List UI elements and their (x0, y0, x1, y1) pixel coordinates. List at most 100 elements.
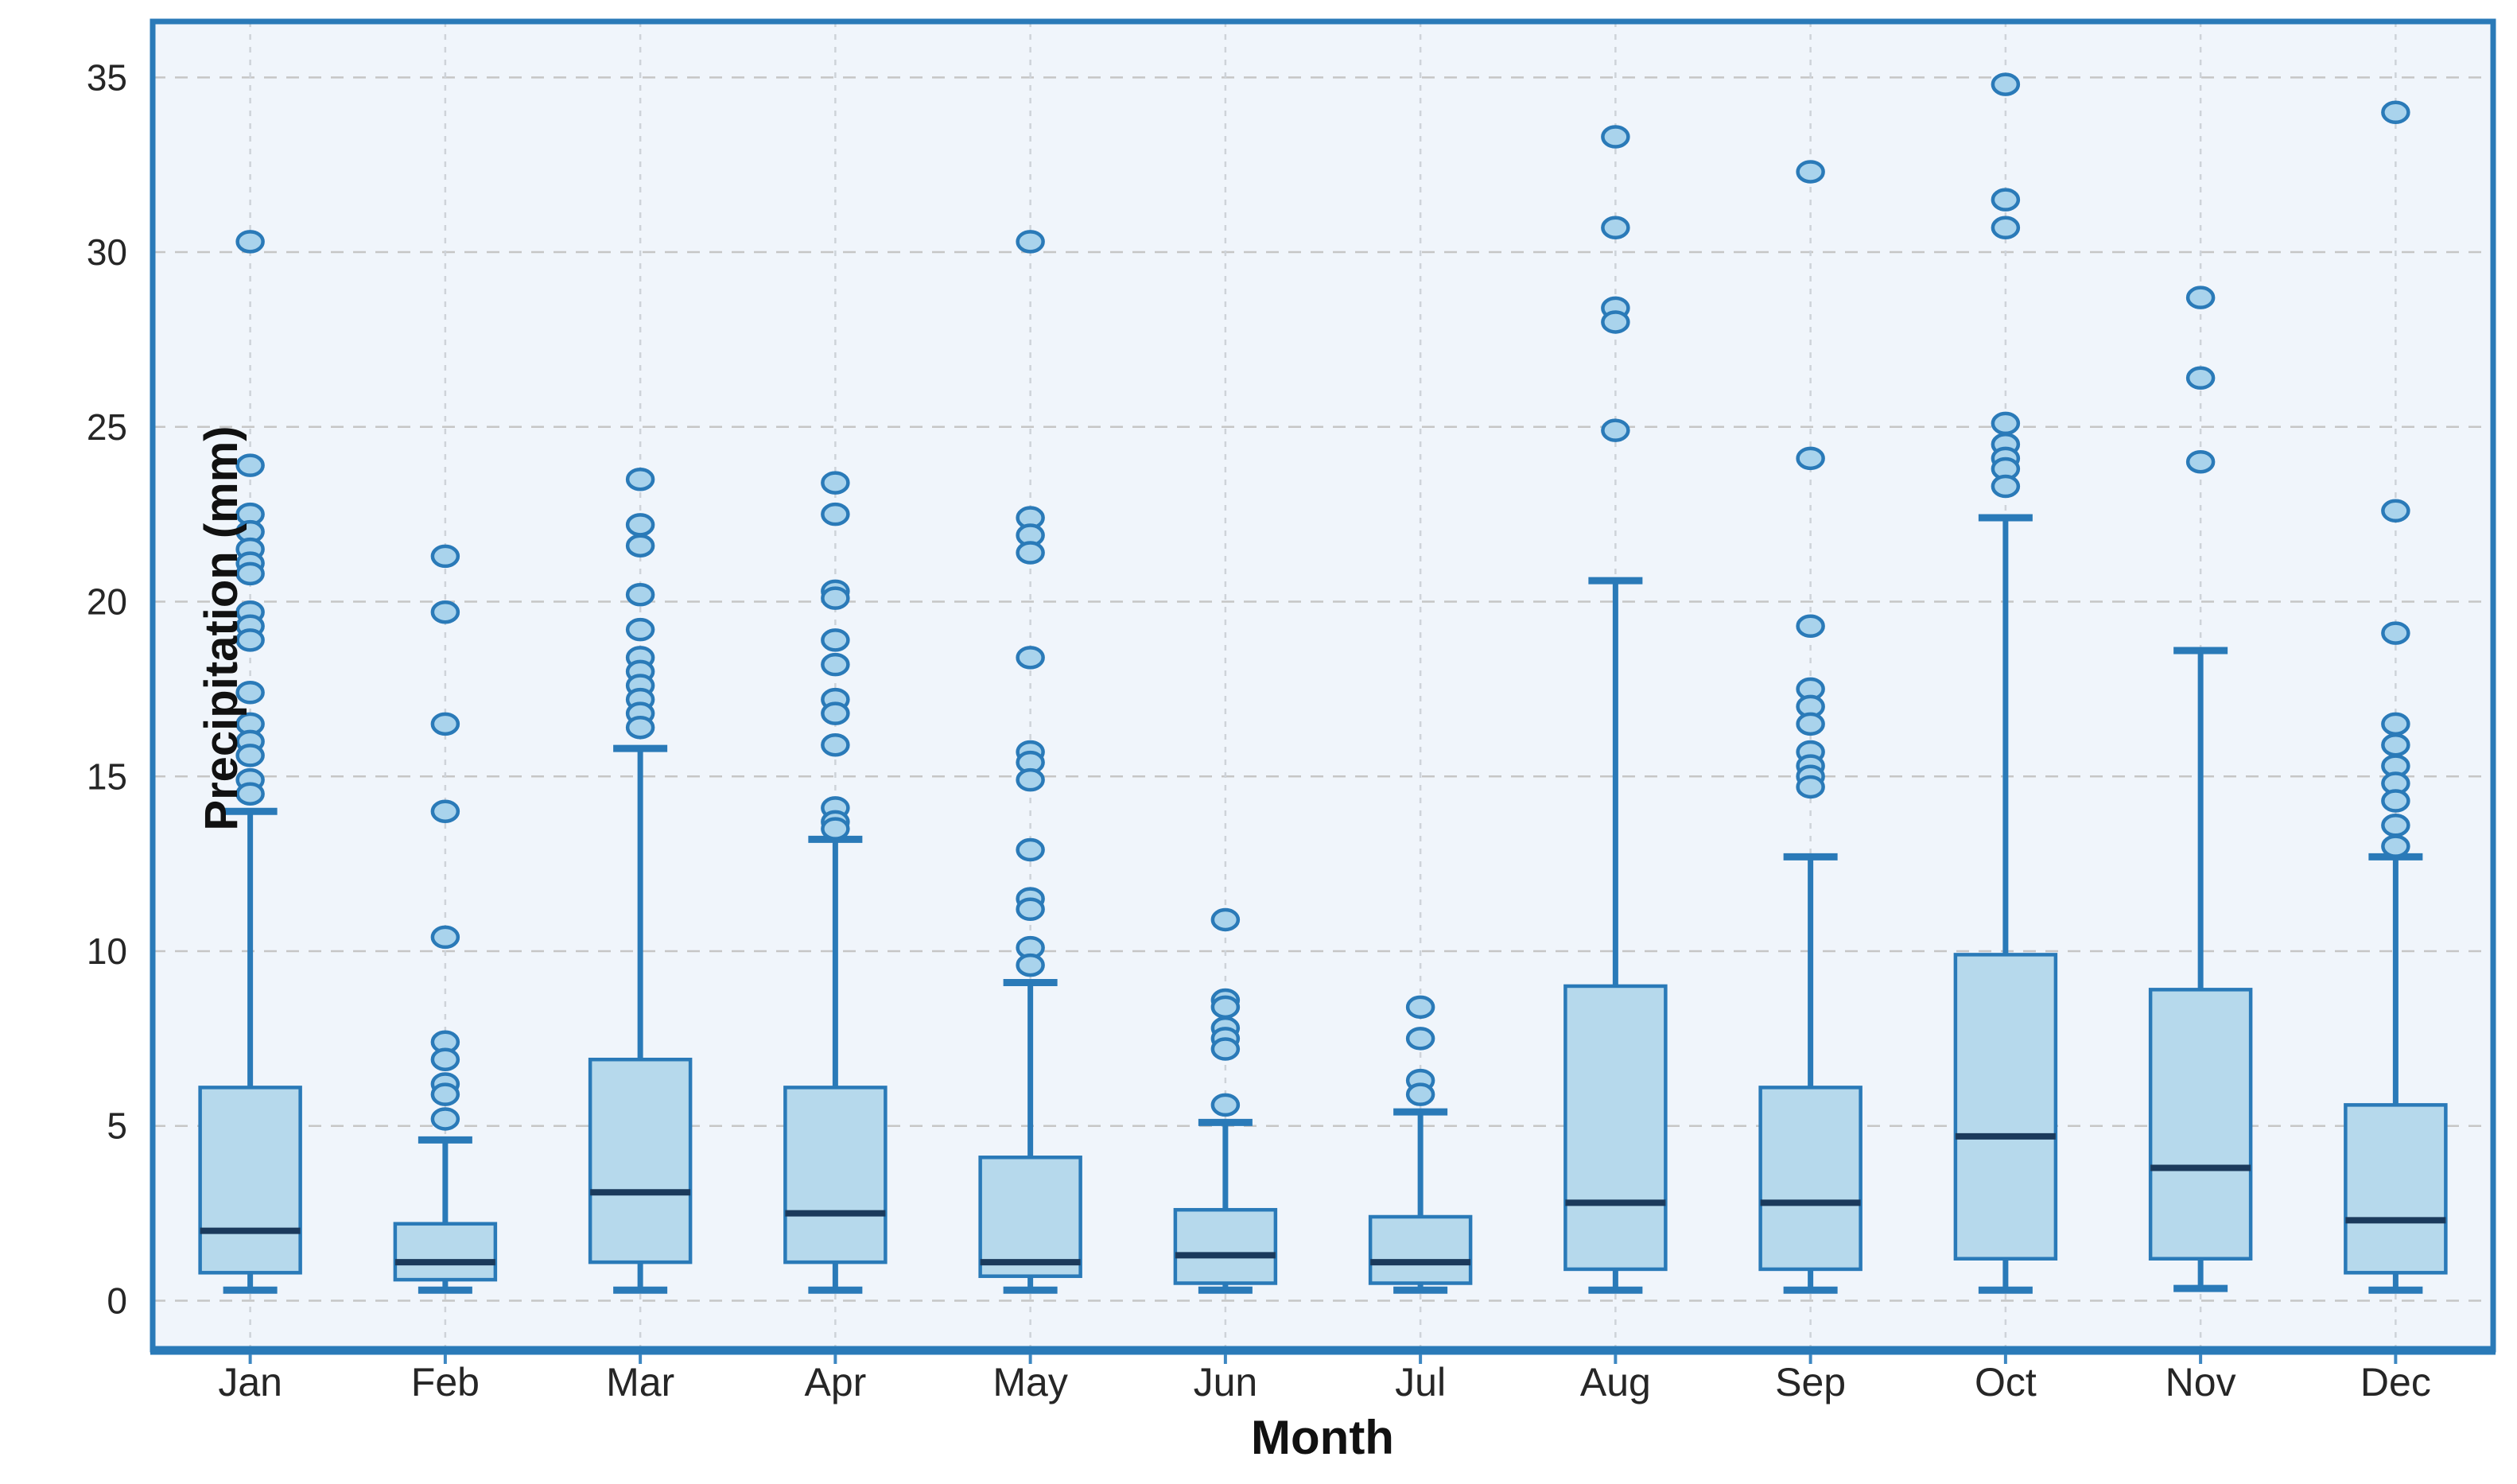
outlier-point (821, 817, 850, 841)
outlier-point (1405, 995, 1435, 1020)
outlier-point (2185, 449, 2216, 474)
outlier-point (2381, 732, 2410, 757)
outlier-point (1210, 1093, 1241, 1117)
boxplot-jul (1368, 995, 1473, 1294)
x-tick-label-jan: Jan (218, 1360, 282, 1404)
x-tick-label-aug: Aug (1580, 1360, 1651, 1404)
outlier-point (430, 600, 460, 624)
boxplot-jan (198, 230, 302, 1294)
y-tick-label-35: 35 (87, 56, 127, 98)
iqr-box (783, 1086, 888, 1265)
horizontal-gridlines (153, 76, 2493, 1302)
outlier-point (1601, 216, 1630, 240)
outlier-point (235, 561, 265, 586)
y-tick-label-25: 25 (87, 406, 127, 448)
outlier-point (1796, 446, 1825, 471)
iqr-box (1368, 1214, 1473, 1285)
x-tick-label-nov: Nov (2165, 1360, 2236, 1404)
y-tick-labels: 0 5 10 15 20 25 30 35 (87, 56, 127, 1321)
outlier-point (1016, 230, 1045, 254)
iqr-box (978, 1156, 1082, 1278)
y-tick-label-30: 30 (87, 231, 127, 273)
outlier-point (2381, 499, 2410, 523)
outlier-point (1991, 411, 2021, 436)
outlier-point (821, 502, 850, 526)
outlier-point (430, 1047, 460, 1071)
x-tick-label-dec: Dec (2360, 1360, 2431, 1404)
outlier-point (821, 628, 850, 652)
x-tick-labels: Jan Feb Mar Apr May Jun Jul Aug Sep Oct Nov Dec (218, 1360, 2431, 1404)
outlier-point (235, 744, 265, 767)
outlier-point (821, 471, 850, 495)
boxplot-feb (393, 544, 498, 1294)
outlier-point (235, 681, 265, 705)
outlier-point (2185, 286, 2216, 309)
outlier-point (821, 701, 850, 725)
iqr-box (1563, 984, 1668, 1272)
outlier-point (235, 230, 265, 254)
iqr-box (588, 1057, 693, 1265)
iqr-box (1173, 1207, 1278, 1285)
outlier-point (1796, 712, 1825, 736)
y-tick-label-20: 20 (87, 581, 127, 623)
outlier-point (1405, 1027, 1435, 1051)
outlier-point (430, 544, 460, 569)
outlier-point (625, 534, 655, 557)
outlier-point (625, 715, 655, 740)
outlier-point (1016, 541, 1045, 565)
outlier-point (430, 799, 460, 823)
outlier-point (2381, 789, 2410, 813)
outlier-point (1991, 474, 2021, 499)
x-tick-label-jun: Jun (1194, 1360, 1258, 1404)
outlier-point (1016, 837, 1045, 862)
iqr-box (198, 1086, 302, 1275)
outlier-point (1796, 614, 1825, 639)
iqr-box (393, 1222, 498, 1282)
y-tick-label-0: 0 (107, 1280, 127, 1321)
boxplot-mar (588, 467, 693, 1294)
outlier-point (1991, 188, 2021, 212)
boxplot-jun (1173, 907, 1278, 1294)
outlier-point (1210, 1037, 1241, 1061)
outlier-point (1016, 953, 1045, 977)
outlier-point (235, 628, 265, 652)
y-tick-label-15: 15 (87, 756, 127, 797)
outlier-point (1991, 72, 2021, 96)
outlier-point (1796, 775, 1825, 799)
iqr-box (2148, 988, 2253, 1261)
outlier-point (1016, 767, 1045, 792)
boxplot-nov (2148, 286, 2253, 1292)
outlier-point (430, 1107, 460, 1131)
boxplot-aug (1563, 125, 1668, 1294)
x-tick-label-apr: Apr (804, 1360, 866, 1404)
outlier-point (2185, 366, 2216, 390)
outlier-point (821, 732, 850, 757)
boxplot-sep (1758, 160, 1863, 1294)
outlier-point (1210, 995, 1241, 1020)
boxplot-may (978, 230, 1082, 1294)
iqr-box (1953, 953, 2058, 1261)
outlier-point (1991, 216, 2021, 240)
x-tick-label-feb: Feb (411, 1360, 480, 1404)
x-tick-label-may: May (992, 1360, 1067, 1404)
outlier-point (625, 582, 655, 607)
x-tick-marks (248, 1354, 2398, 1364)
outlier-point (1016, 897, 1045, 922)
outlier-point (821, 652, 850, 677)
outlier-point (2381, 814, 2410, 837)
outlier-point (625, 467, 655, 491)
y-tick-label-10: 10 (87, 930, 127, 972)
outlier-point (430, 925, 460, 950)
x-tick-label-jul: Jul (1395, 1360, 1446, 1404)
outlier-point (1796, 160, 1825, 184)
outlier-point (821, 586, 850, 610)
outlier-point (1405, 1082, 1435, 1106)
iqr-box (2344, 1103, 2448, 1275)
boxplot-apr (783, 471, 888, 1294)
outlier-point (235, 453, 265, 477)
outlier-point (235, 782, 265, 806)
outlier-point (625, 513, 655, 537)
outlier-point (2381, 100, 2410, 125)
